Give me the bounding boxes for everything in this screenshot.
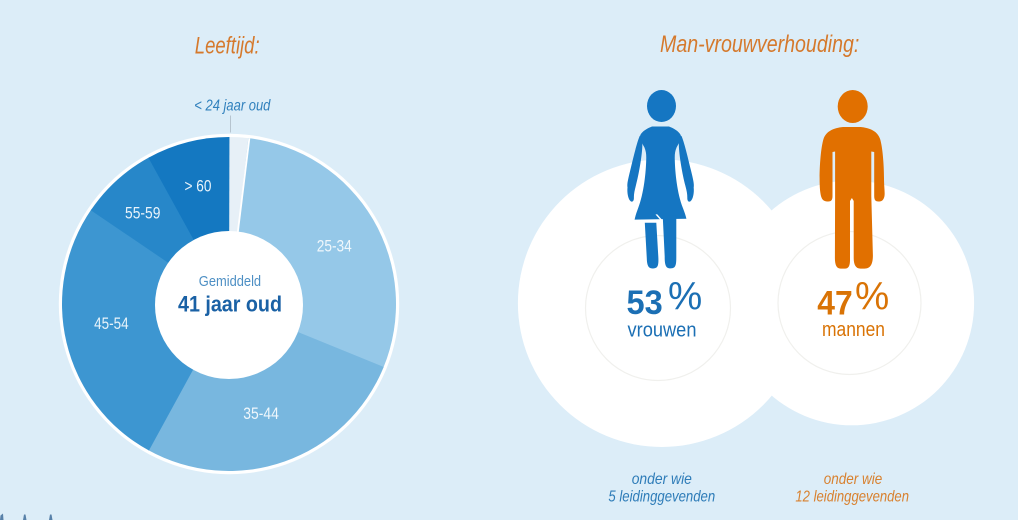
svg-text:%: % — [668, 276, 702, 319]
svg-text:Man-vrouwverhouding:: Man-vrouwverhouding: — [660, 31, 859, 58]
svg-text:41 jaar oud: 41 jaar oud — [178, 291, 282, 316]
svg-text:< 24 jaar oud: < 24 jaar oud — [194, 98, 271, 115]
svg-text:47: 47 — [817, 285, 852, 323]
svg-text:25-34: 25-34 — [317, 237, 352, 256]
svg-text:%: % — [855, 276, 889, 319]
svg-text:55-59: 55-59 — [125, 204, 160, 223]
svg-text:12 leidinggevenden: 12 leidinggevenden — [795, 489, 909, 506]
svg-text:5 leidinggevenden: 5 leidinggevenden — [608, 489, 715, 506]
svg-text:> 60: > 60 — [185, 176, 212, 195]
svg-text:53: 53 — [627, 284, 663, 322]
svg-text:mannen: mannen — [822, 318, 885, 341]
svg-text:onder wie: onder wie — [824, 471, 882, 488]
svg-text:vrouwen: vrouwen — [628, 319, 697, 342]
svg-text:45-54: 45-54 — [94, 314, 129, 333]
svg-text:onder wie: onder wie — [632, 471, 692, 488]
svg-text:35-44: 35-44 — [243, 404, 279, 423]
svg-text:Leeftijd:: Leeftijd: — [195, 33, 260, 60]
svg-text:Gemiddeld: Gemiddeld — [199, 274, 261, 290]
